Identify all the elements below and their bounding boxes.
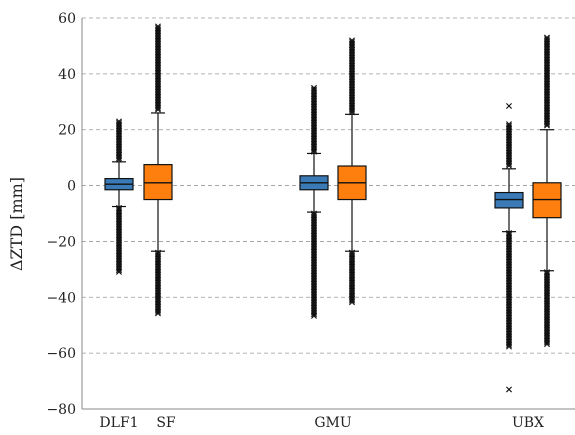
outlier-marker — [311, 311, 317, 318]
x-tick-label: GMU — [314, 415, 352, 430]
outlier-stroke — [544, 122, 550, 129]
outlier-stroke — [506, 343, 512, 350]
box-layer — [104, 23, 562, 393]
outlier-stroke — [506, 161, 512, 168]
outlier-marker — [349, 107, 355, 114]
box-dlf1-series-1 — [143, 23, 173, 317]
outlier-marker — [506, 102, 512, 109]
outlier-stroke — [544, 339, 550, 346]
box-gmu-series-0 — [299, 84, 329, 319]
outlier-marker — [311, 312, 317, 319]
outlier-marker — [116, 155, 122, 162]
box-ubx-series-0 — [494, 102, 524, 393]
outlier-stroke — [349, 299, 355, 306]
outlier-stroke — [155, 106, 161, 113]
box-gmu-series-1 — [337, 37, 367, 306]
outlier-stroke — [506, 102, 512, 109]
outlier-marker — [506, 342, 512, 349]
outlier-stroke — [311, 312, 317, 319]
outlier-stroke — [349, 297, 355, 304]
outlier-stroke — [116, 267, 122, 274]
box-dlf1-series-0 — [104, 118, 134, 275]
outlier-marker — [116, 267, 122, 274]
outlier-stroke — [155, 104, 161, 111]
outlier-stroke — [155, 308, 161, 315]
outlier-marker — [155, 310, 161, 317]
x-tick-label: UBX — [512, 415, 544, 430]
outlier-stroke — [506, 342, 512, 349]
outlier-stroke — [544, 341, 550, 348]
outlier-marker — [155, 308, 161, 315]
outlier-stroke — [155, 310, 161, 317]
y-axis-label: ΔZTD [mm] — [7, 177, 26, 271]
outlier-stroke — [506, 386, 512, 393]
x-tick-label: DLF1 — [99, 415, 138, 430]
y-tick-label: −40 — [46, 290, 76, 306]
y-tick-label: −80 — [46, 402, 76, 418]
outlier-marker — [544, 339, 550, 346]
outlier-stroke — [116, 155, 122, 162]
outlier-marker — [311, 147, 317, 154]
outlier-marker — [506, 343, 512, 350]
y-tick-label: 60 — [58, 11, 76, 27]
outlier-marker — [544, 122, 550, 129]
box-ubx-series-1 — [532, 34, 562, 348]
outlier-marker — [155, 104, 161, 111]
outlier-stroke — [311, 147, 317, 154]
y-tick-label: −60 — [46, 346, 76, 362]
outlier-marker — [116, 268, 122, 275]
y-tick-label: 20 — [58, 123, 76, 139]
outlier-stroke — [116, 268, 122, 275]
outlier-marker — [506, 162, 512, 169]
outlier-marker — [349, 299, 355, 306]
outlier-stroke — [544, 120, 550, 127]
outlier-marker — [544, 341, 550, 348]
outlier-stroke — [349, 107, 355, 114]
outlier-marker — [506, 386, 512, 393]
outlier-stroke — [506, 162, 512, 169]
x-tick-label: SF — [156, 415, 176, 430]
y-tick-label: 40 — [58, 67, 76, 83]
y-tick-label: −20 — [46, 234, 76, 250]
y-tick-label: 0 — [67, 179, 76, 195]
outlier-stroke — [311, 311, 317, 318]
axis-layer: −80 −60 −40 −20 0 20 40 60 DLF1 SF GMU UBX — [46, 11, 575, 431]
outlier-marker — [155, 106, 161, 113]
outlier-marker — [544, 120, 550, 127]
outlier-marker — [349, 297, 355, 304]
outlier-marker — [506, 161, 512, 168]
